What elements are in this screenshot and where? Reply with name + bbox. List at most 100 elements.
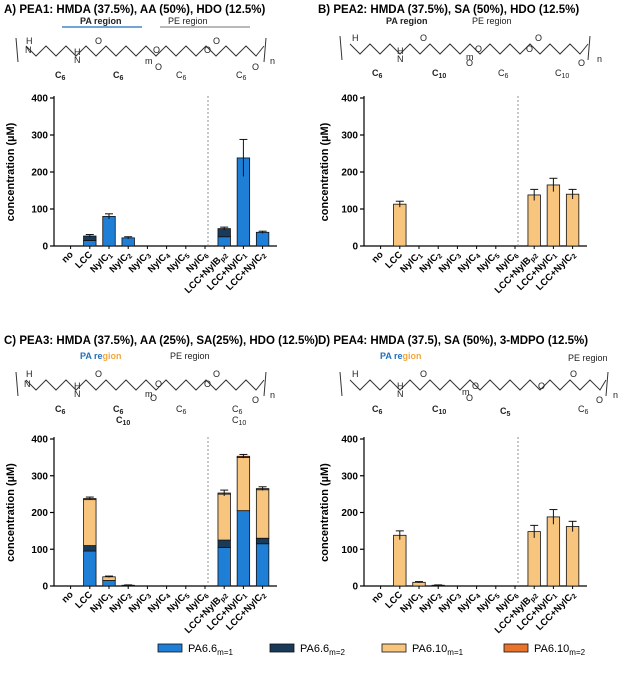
bar-segment [393, 534, 407, 587]
svg-text:O: O [204, 379, 211, 389]
y-axis-label: concentration (µM) [5, 463, 17, 562]
y-tick-label: 0 [42, 582, 48, 593]
svg-text:m: m [145, 56, 153, 66]
pa-region-label: PA region [80, 16, 122, 26]
svg-text:N: N [25, 45, 32, 55]
pe-region-label: PE region [168, 16, 208, 26]
y-tick-label: 400 [31, 435, 48, 446]
svg-text:O: O [578, 58, 585, 68]
panel-d: D) PEA4: HMDA (37.5), SA (50%), 3-MDPO (… [318, 335, 618, 636]
pe-region-label: PE region [568, 353, 608, 363]
svg-text:C6: C6 [55, 404, 66, 416]
panel-d-title: D) PEA4: HMDA (37.5), SA (50%), 3-MDPO (… [318, 335, 588, 347]
svg-text:O: O [526, 44, 533, 54]
svg-text:O: O [535, 33, 542, 43]
svg-text:O: O [95, 369, 102, 379]
svg-text:O: O [538, 381, 545, 391]
svg-text:H: H [397, 46, 404, 56]
svg-text:H: H [352, 33, 359, 43]
pa-region-label: PA region [80, 351, 122, 361]
svg-text:O: O [213, 36, 220, 46]
bar-segment [527, 194, 541, 247]
panel-c: C) PEA3: HMDA (37.5%), AA (25%), SA(25%)… [4, 335, 319, 636]
svg-text:C5: C5 [500, 406, 511, 418]
y-tick-label: 300 [31, 131, 48, 142]
svg-text:C6: C6 [578, 404, 589, 416]
svg-text:O: O [466, 393, 473, 403]
y-tick-label: 400 [341, 94, 358, 105]
svg-text:O: O [570, 369, 577, 379]
bar-segment [102, 215, 116, 247]
legend: PA6.6m=1 PA6.6m=2 PA6.10m=1 PA6.10m=2 [157, 643, 586, 657]
bar-segment [255, 231, 270, 247]
svg-text:N: N [397, 54, 404, 64]
panel-b-chart: concentration (µM)0100200300400noLCCNylC… [319, 94, 587, 296]
y-tick-label: 100 [31, 545, 48, 556]
svg-text:C6: C6 [372, 68, 383, 80]
y-axis-label: concentration (µM) [319, 122, 331, 221]
bar-segment [217, 547, 231, 587]
y-tick-label: 200 [31, 508, 48, 519]
svg-text:m: m [466, 52, 474, 62]
panel-d-chart: concentration (µM)0100200300400noLCCNylC… [319, 435, 587, 636]
svg-text:C6: C6 [176, 70, 187, 82]
svg-text:n: n [613, 390, 618, 400]
svg-text:C6: C6 [498, 68, 509, 80]
y-tick-label: 100 [341, 205, 358, 216]
panel-b: B) PEA2: HMDA (37.5%), SA (50%), HDO (12… [318, 4, 602, 296]
panel-b-structure: PA region PE region H N H O O O O O O m … [339, 16, 602, 80]
panel-a-title: A) PEA1: HMDA (37.5%), AA (50%), HDO (12… [4, 4, 266, 16]
bar-segment [255, 489, 270, 539]
panel-a: A) PEA1: HMDA (37.5%), AA (50%), HDO (12… [4, 4, 277, 296]
panel-a-chart: concentration (µM)0100200300400noLCCNylC… [5, 94, 277, 296]
svg-text:m: m [145, 389, 153, 399]
svg-text:C10: C10 [232, 415, 246, 427]
svg-text:O: O [204, 45, 211, 55]
panel-a-structure: PA region PE region H N O N H O O O O O … [15, 16, 275, 82]
panel-d-structure: PA region PE region H N H O O O O O O m … [339, 351, 618, 418]
svg-text:O: O [420, 369, 427, 379]
y-axis-label: concentration (µM) [5, 122, 17, 221]
svg-text:O: O [213, 369, 220, 379]
pe-region-label: PE region [170, 351, 210, 361]
svg-text:n: n [597, 54, 602, 64]
svg-text:N: N [74, 389, 81, 399]
svg-text:C6: C6 [372, 404, 383, 416]
svg-text:O: O [420, 33, 427, 43]
svg-text:O: O [472, 381, 479, 391]
bar-segment [565, 526, 580, 587]
bar-segment [255, 543, 270, 587]
panel-c-title: C) PEA3: HMDA (37.5%), AA (25%), SA(25%)… [4, 335, 319, 347]
legend-label: PA6.10m=2 [534, 643, 586, 657]
bar-segment [83, 499, 97, 546]
legend-label: PA6.6m=2 [300, 643, 345, 657]
y-tick-label: 0 [352, 242, 358, 253]
svg-text:O: O [155, 379, 162, 389]
y-tick-label: 200 [341, 508, 358, 519]
legend-swatch [157, 643, 183, 653]
svg-text:C10: C10 [432, 404, 446, 416]
bar-segment [217, 236, 231, 247]
legend-swatch [381, 643, 407, 653]
bar-segment [217, 539, 231, 548]
svg-text:C6: C6 [113, 404, 124, 416]
svg-text:O: O [150, 393, 157, 403]
bar-segment [121, 237, 135, 247]
y-tick-label: 100 [341, 545, 358, 556]
pa-region-label: PA region [380, 351, 422, 361]
legend-label: PA6.6m=1 [188, 643, 233, 657]
bar-segment [83, 240, 97, 247]
svg-text:H: H [74, 381, 81, 391]
y-tick-label: 400 [31, 94, 48, 105]
svg-text:C6: C6 [232, 404, 243, 416]
svg-text:O: O [596, 395, 603, 405]
y-tick-label: 300 [341, 471, 358, 482]
bar-segment [546, 516, 561, 587]
y-tick-label: 200 [341, 168, 358, 179]
bar-segment [527, 531, 541, 587]
bar-segment [255, 537, 270, 545]
bar-segment [236, 510, 251, 587]
panel-c-structure: PA region PE region H N O N H O O O O O … [15, 351, 275, 427]
svg-text:m: m [462, 387, 470, 397]
svg-text:C6: C6 [176, 404, 187, 416]
